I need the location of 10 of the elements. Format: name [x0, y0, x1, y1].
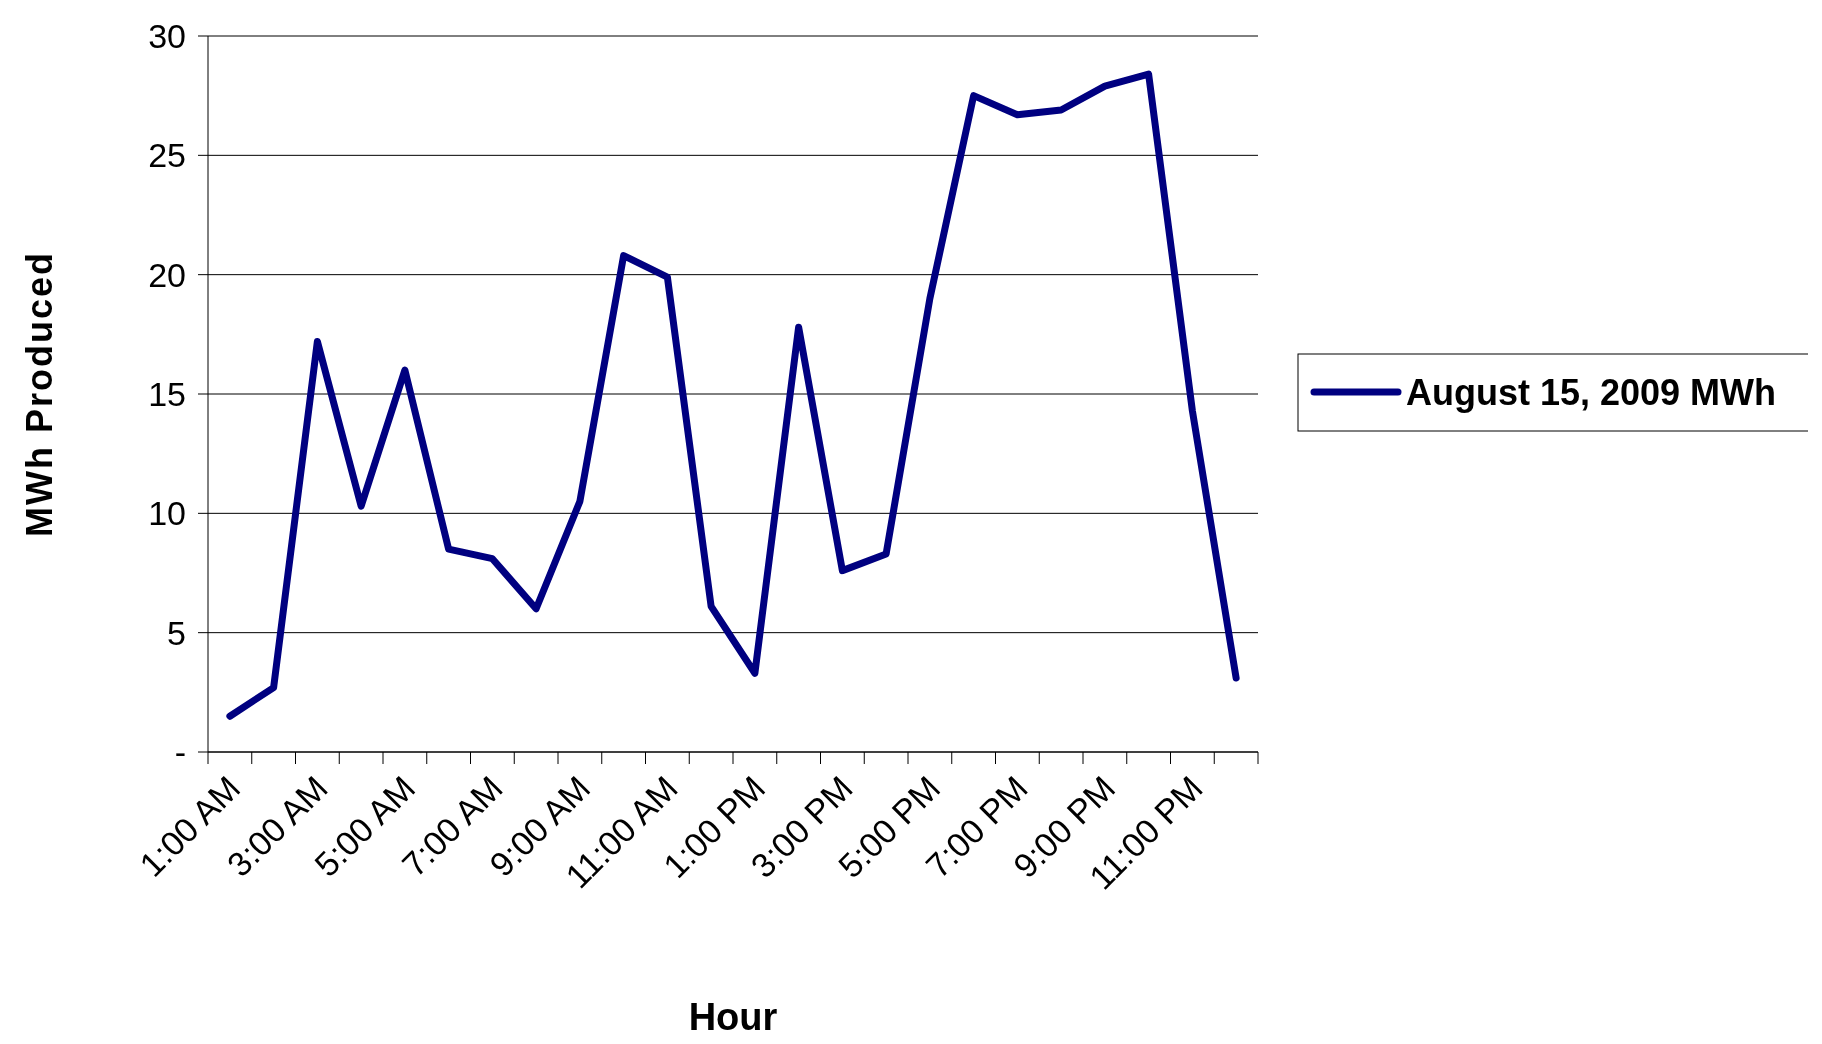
y-tick-label: - — [174, 732, 186, 771]
y-tick-label: 20 — [148, 255, 186, 294]
y-tick-label: 10 — [148, 494, 186, 533]
y-tick-label: 5 — [167, 613, 186, 652]
x-axis-title: Hour — [688, 996, 778, 1038]
y-tick-label: 25 — [148, 136, 186, 175]
y-tick-label: 15 — [148, 374, 186, 413]
y-tick-label: 30 — [148, 16, 186, 55]
legend-label: August 15, 2009 MWh — [1406, 371, 1777, 413]
y-axis-title: MWh Produced — [19, 251, 60, 537]
